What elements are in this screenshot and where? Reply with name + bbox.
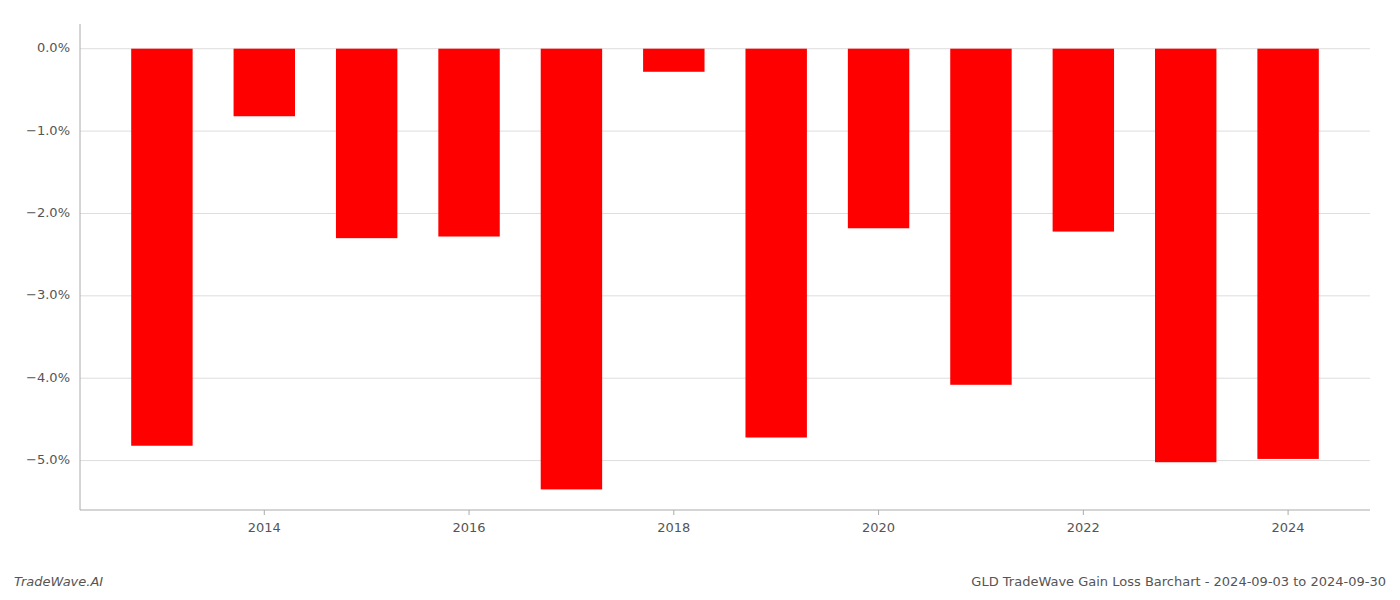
y-tick-label: −3.0% [26,287,70,302]
y-axis: 0.0% −1.0% −2.0% −3.0% −4.0% −5.0% [26,40,70,467]
y-tick-label: −1.0% [26,123,70,138]
x-tick-label: 2024 [1272,520,1305,535]
bar [1053,49,1114,232]
axes [80,24,1370,510]
bar [848,49,909,229]
y-tick-label: −2.0% [26,205,70,220]
x-tick [878,510,879,515]
x-tick [673,510,674,515]
x-tick [469,510,470,515]
bar [643,49,704,72]
bar [950,49,1011,385]
x-axis-line [80,510,1370,511]
x-tick-label: 2022 [1067,520,1100,535]
bar [234,49,295,117]
x-tick-label: 2018 [657,520,690,535]
x-tick [264,510,265,515]
y-axis-line [80,24,81,510]
bars [131,49,1319,490]
background [0,0,1400,600]
x-tick-label: 2014 [248,520,281,535]
bar [438,49,499,237]
y-tick-label: 0.0% [37,40,70,55]
y-tick-label: −4.0% [26,370,70,385]
bar [541,49,602,490]
bar [1257,49,1318,459]
x-tick-label: 2016 [453,520,486,535]
watermark: TradeWave.AI [14,574,103,589]
bar [1155,49,1216,463]
x-tick [1083,510,1084,515]
y-tick-label: −5.0% [26,452,70,467]
x-axis: 2014 2016 2018 2020 2022 2024 [248,510,1305,535]
bar [336,49,397,238]
chart: 0.0%−1.0%−2.0%−3.0%−4.0%−5.0%20142016201… [0,0,1400,600]
x-tick [1288,510,1289,515]
bar [131,49,192,446]
x-tick-label: 2020 [862,520,895,535]
title: GLD TradeWave Gain Loss Barchart - 2024-… [971,574,1386,589]
bar [745,49,806,438]
